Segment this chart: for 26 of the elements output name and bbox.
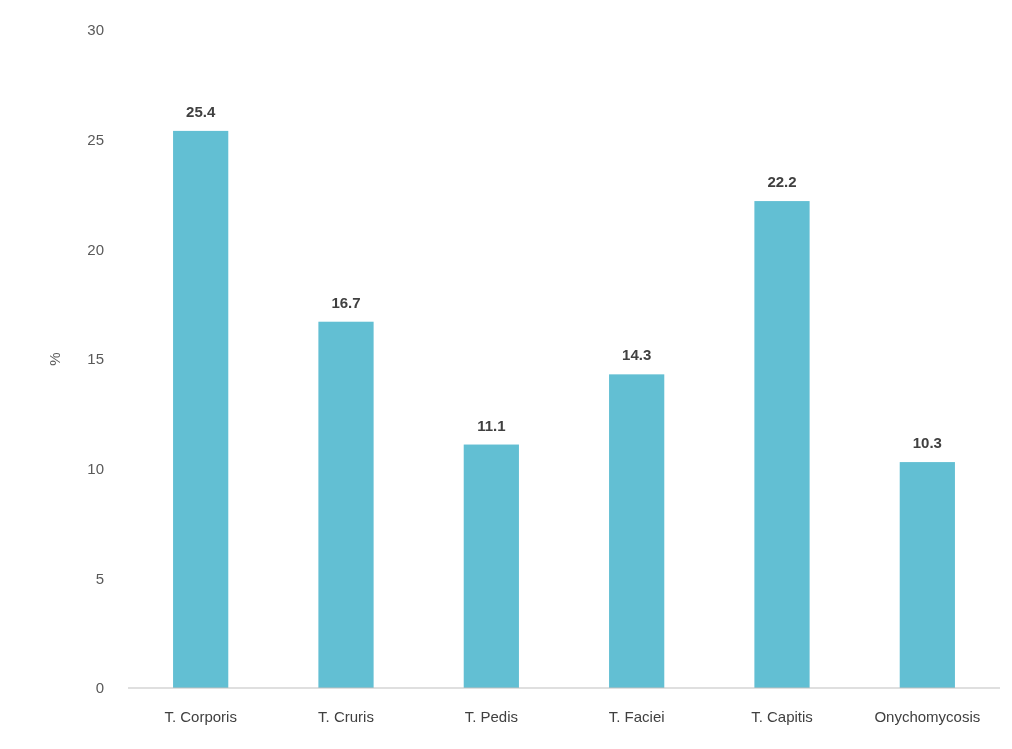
y-axis-title: % (46, 352, 63, 366)
data-label: 14.3 (622, 346, 652, 364)
x-tick-label: T. Faciei (608, 708, 665, 725)
data-label: 16.7 (331, 293, 361, 311)
bar (609, 374, 665, 688)
bar (899, 462, 955, 688)
y-tick-label: 30 (87, 21, 104, 39)
bar (754, 201, 810, 688)
data-label: 25.4 (186, 102, 216, 120)
data-label: 22.2 (767, 173, 797, 191)
bar (318, 321, 374, 688)
x-tick-label: T. Corporis (164, 708, 237, 725)
data-label: 10.3 (912, 434, 942, 452)
y-tick-label: 0 (95, 679, 104, 697)
x-tick-label: T. Capitis (751, 708, 813, 725)
y-tick-label: 15 (87, 350, 104, 368)
y-tick-label: 5 (95, 569, 104, 587)
x-tick-label: Onychomycosis (874, 708, 981, 725)
bar (463, 444, 519, 688)
data-label: 11.1 (477, 416, 506, 434)
y-tick-label: 20 (87, 240, 104, 258)
x-tick-label: T. Cruris (318, 708, 374, 725)
y-tick-label: 10 (87, 459, 104, 477)
y-tick-label: 25 (87, 130, 104, 148)
bar (173, 130, 229, 688)
x-tick-label: T. Pedis (464, 708, 519, 725)
